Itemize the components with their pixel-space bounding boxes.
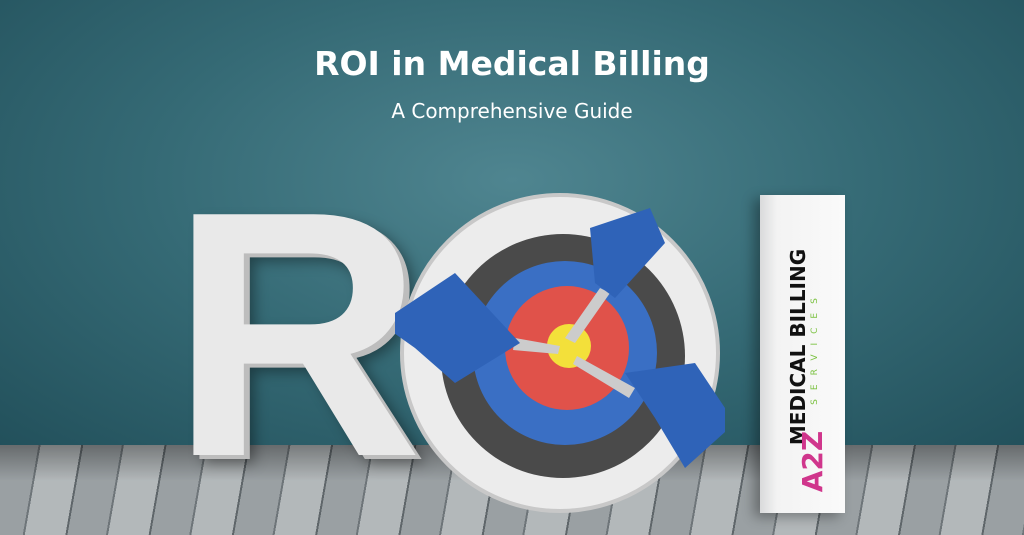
letter-r-sculpture: R [170,139,423,530]
dart-icon [565,208,665,343]
dart-icon [573,356,725,468]
banner-title: ROI in Medical Billing [314,44,710,83]
logo-mark: A2Z [796,430,830,493]
letter-i-sculpture: MEDICAL BILLING SERVICES A2Z [760,195,845,513]
dart-icon [395,273,560,383]
banner-subtitle: A Comprehensive Guide [391,99,633,123]
logo-name: MEDICAL BILLING [786,248,810,446]
logo-tagline: SERVICES [810,289,820,405]
dartboard-target [395,193,725,513]
